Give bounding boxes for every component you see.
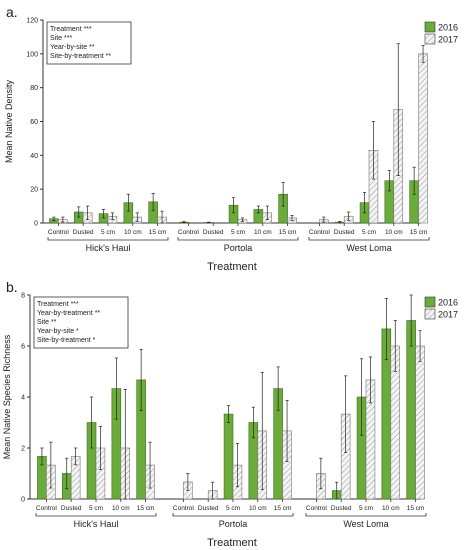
site-label: Hick's Haul <box>86 243 131 253</box>
y-tick-label: 2 <box>21 446 25 453</box>
y-tick-label: 4 <box>21 395 25 402</box>
stats-box-frame <box>33 296 129 349</box>
bar-2016 <box>406 320 416 500</box>
panel-label: a. <box>6 4 18 20</box>
legend-swatch-2017 <box>424 33 436 45</box>
stats-line: Year-by-treatment ** <box>37 310 100 317</box>
site-group: Control Dusted 5 cm 10 cm 15 cm Hick's Haul <box>47 193 169 253</box>
category-label: 5 cm <box>231 229 245 236</box>
legend: 2016 2017 <box>424 21 458 45</box>
legend-swatch-2016 <box>424 296 436 308</box>
category-label: 15 cm <box>137 505 155 512</box>
stats-box: Treatment *** Year-by-treatment ** Site **… <box>33 296 129 349</box>
category-label: 5 cm <box>89 505 103 512</box>
category-label: 5 cm <box>101 229 115 236</box>
category-label: Dusted <box>331 505 352 512</box>
site-group: Control Dusted 5 cm 10 cm 15 cm Hick's Haul <box>35 348 157 529</box>
site-bracket <box>172 513 294 517</box>
y-tick-label: 120 <box>26 18 38 25</box>
y-tick-label: 60 <box>30 119 38 126</box>
site-bracket <box>308 237 430 241</box>
category-label: Control <box>309 229 331 236</box>
legend-label: 2016 <box>438 23 458 33</box>
stats-box-frame <box>46 21 132 65</box>
y-axis-title: Mean Native Density <box>4 79 14 163</box>
bar-2017 <box>418 53 428 224</box>
category-label: Dusted <box>73 229 94 236</box>
stats-line: Year-by-site * <box>37 328 79 335</box>
legend-swatch-2017 <box>424 308 436 320</box>
category-label: Control <box>306 505 328 512</box>
site-label: Portola <box>224 243 253 253</box>
site-label: West Loma <box>346 243 391 253</box>
category-label: 10 cm <box>112 505 130 512</box>
category-label: 15 cm <box>279 229 297 236</box>
legend: 2016 2017 <box>424 296 458 320</box>
category-label: Control <box>36 505 58 512</box>
category-label: Dusted <box>61 505 82 512</box>
category-label: Dusted <box>203 229 224 236</box>
stats-line: Site *** <box>50 35 72 42</box>
x-axis-title: Treatment <box>207 261 257 273</box>
legend-swatch-2016 <box>424 21 436 33</box>
category-label: Dusted <box>198 505 219 512</box>
y-axis-title: Mean Native Species Richness <box>2 334 12 459</box>
stats-line: Site-by-treatment ** <box>50 53 111 60</box>
legend-label: 2017 <box>438 310 458 320</box>
category-label: 10 cm <box>124 229 142 236</box>
site-bracket <box>177 237 299 241</box>
category-label: 5 cm <box>359 505 373 512</box>
category-label: 10 cm <box>254 229 272 236</box>
stats-line: Treatment *** <box>50 26 92 33</box>
category-label: Control <box>48 229 70 236</box>
site-label: West Loma <box>343 519 388 529</box>
site-group: Control Dusted 5 cm 10 cm 15 cm Portola <box>172 366 294 529</box>
legend-label: 2016 <box>438 298 458 308</box>
site-label: Hick's Haul <box>74 519 119 529</box>
category-label: 10 cm <box>249 505 267 512</box>
category-label: Dusted <box>334 229 355 236</box>
y-tick-label: 0 <box>34 221 38 228</box>
category-label: 10 cm <box>385 229 403 236</box>
y-tick-label: 80 <box>30 85 38 92</box>
category-label: Control <box>173 505 195 512</box>
category-label: 15 cm <box>407 505 425 512</box>
y-tick-label: 20 <box>30 187 38 194</box>
y-tick-label: 0 <box>21 497 25 504</box>
category-label: 15 cm <box>410 229 428 236</box>
bar-2017 <box>415 345 425 500</box>
y-tick-label: 100 <box>26 51 38 58</box>
category-label: 5 cm <box>362 229 376 236</box>
bar-2016 <box>223 413 234 500</box>
category-label: 5 cm <box>226 505 240 512</box>
site-group: Control Dusted 5 cm 10 cm 15 cm West Loma <box>305 294 427 529</box>
stats-line: Year-by-site ** <box>50 44 95 51</box>
site-group: Control Dusted 5 cm 10 cm 15 cm West Loma <box>308 43 430 253</box>
site-bracket <box>47 237 169 241</box>
site-group: Control Dusted 5 cm 10 cm 15 cm Portola <box>177 182 299 253</box>
x-axis-title: Treatment <box>207 537 257 549</box>
stats-line: Treatment *** <box>37 301 79 308</box>
category-label: 15 cm <box>149 229 167 236</box>
chart-panel-b: b. 0 2 4 6 8 Mean Native Species Richness Treat… <box>2 279 458 549</box>
site-bracket <box>35 513 157 517</box>
chart-panel-a: a. 0 20 40 60 80 100 120 Mean Native Density Trea… <box>4 4 458 273</box>
stats-line: Site ** <box>37 319 57 326</box>
stats-line: Site-by-treatment * <box>37 337 96 344</box>
y-tick-label: 40 <box>30 153 38 160</box>
category-label: 15 cm <box>274 505 292 512</box>
site-bracket <box>305 513 427 517</box>
site-label: Portola <box>219 519 248 529</box>
panel-label: b. <box>6 279 18 295</box>
y-tick-label: 8 <box>21 293 25 300</box>
y-tick-label: 6 <box>21 344 25 351</box>
legend-label: 2017 <box>438 35 458 45</box>
category-label: Control <box>178 229 200 236</box>
stats-box: Treatment *** Site *** Year-by-site ** Site… <box>46 21 132 65</box>
category-label: 10 cm <box>382 505 400 512</box>
